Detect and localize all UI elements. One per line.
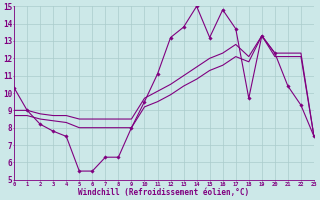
X-axis label: Windchill (Refroidissement éolien,°C): Windchill (Refroidissement éolien,°C) xyxy=(78,188,250,197)
